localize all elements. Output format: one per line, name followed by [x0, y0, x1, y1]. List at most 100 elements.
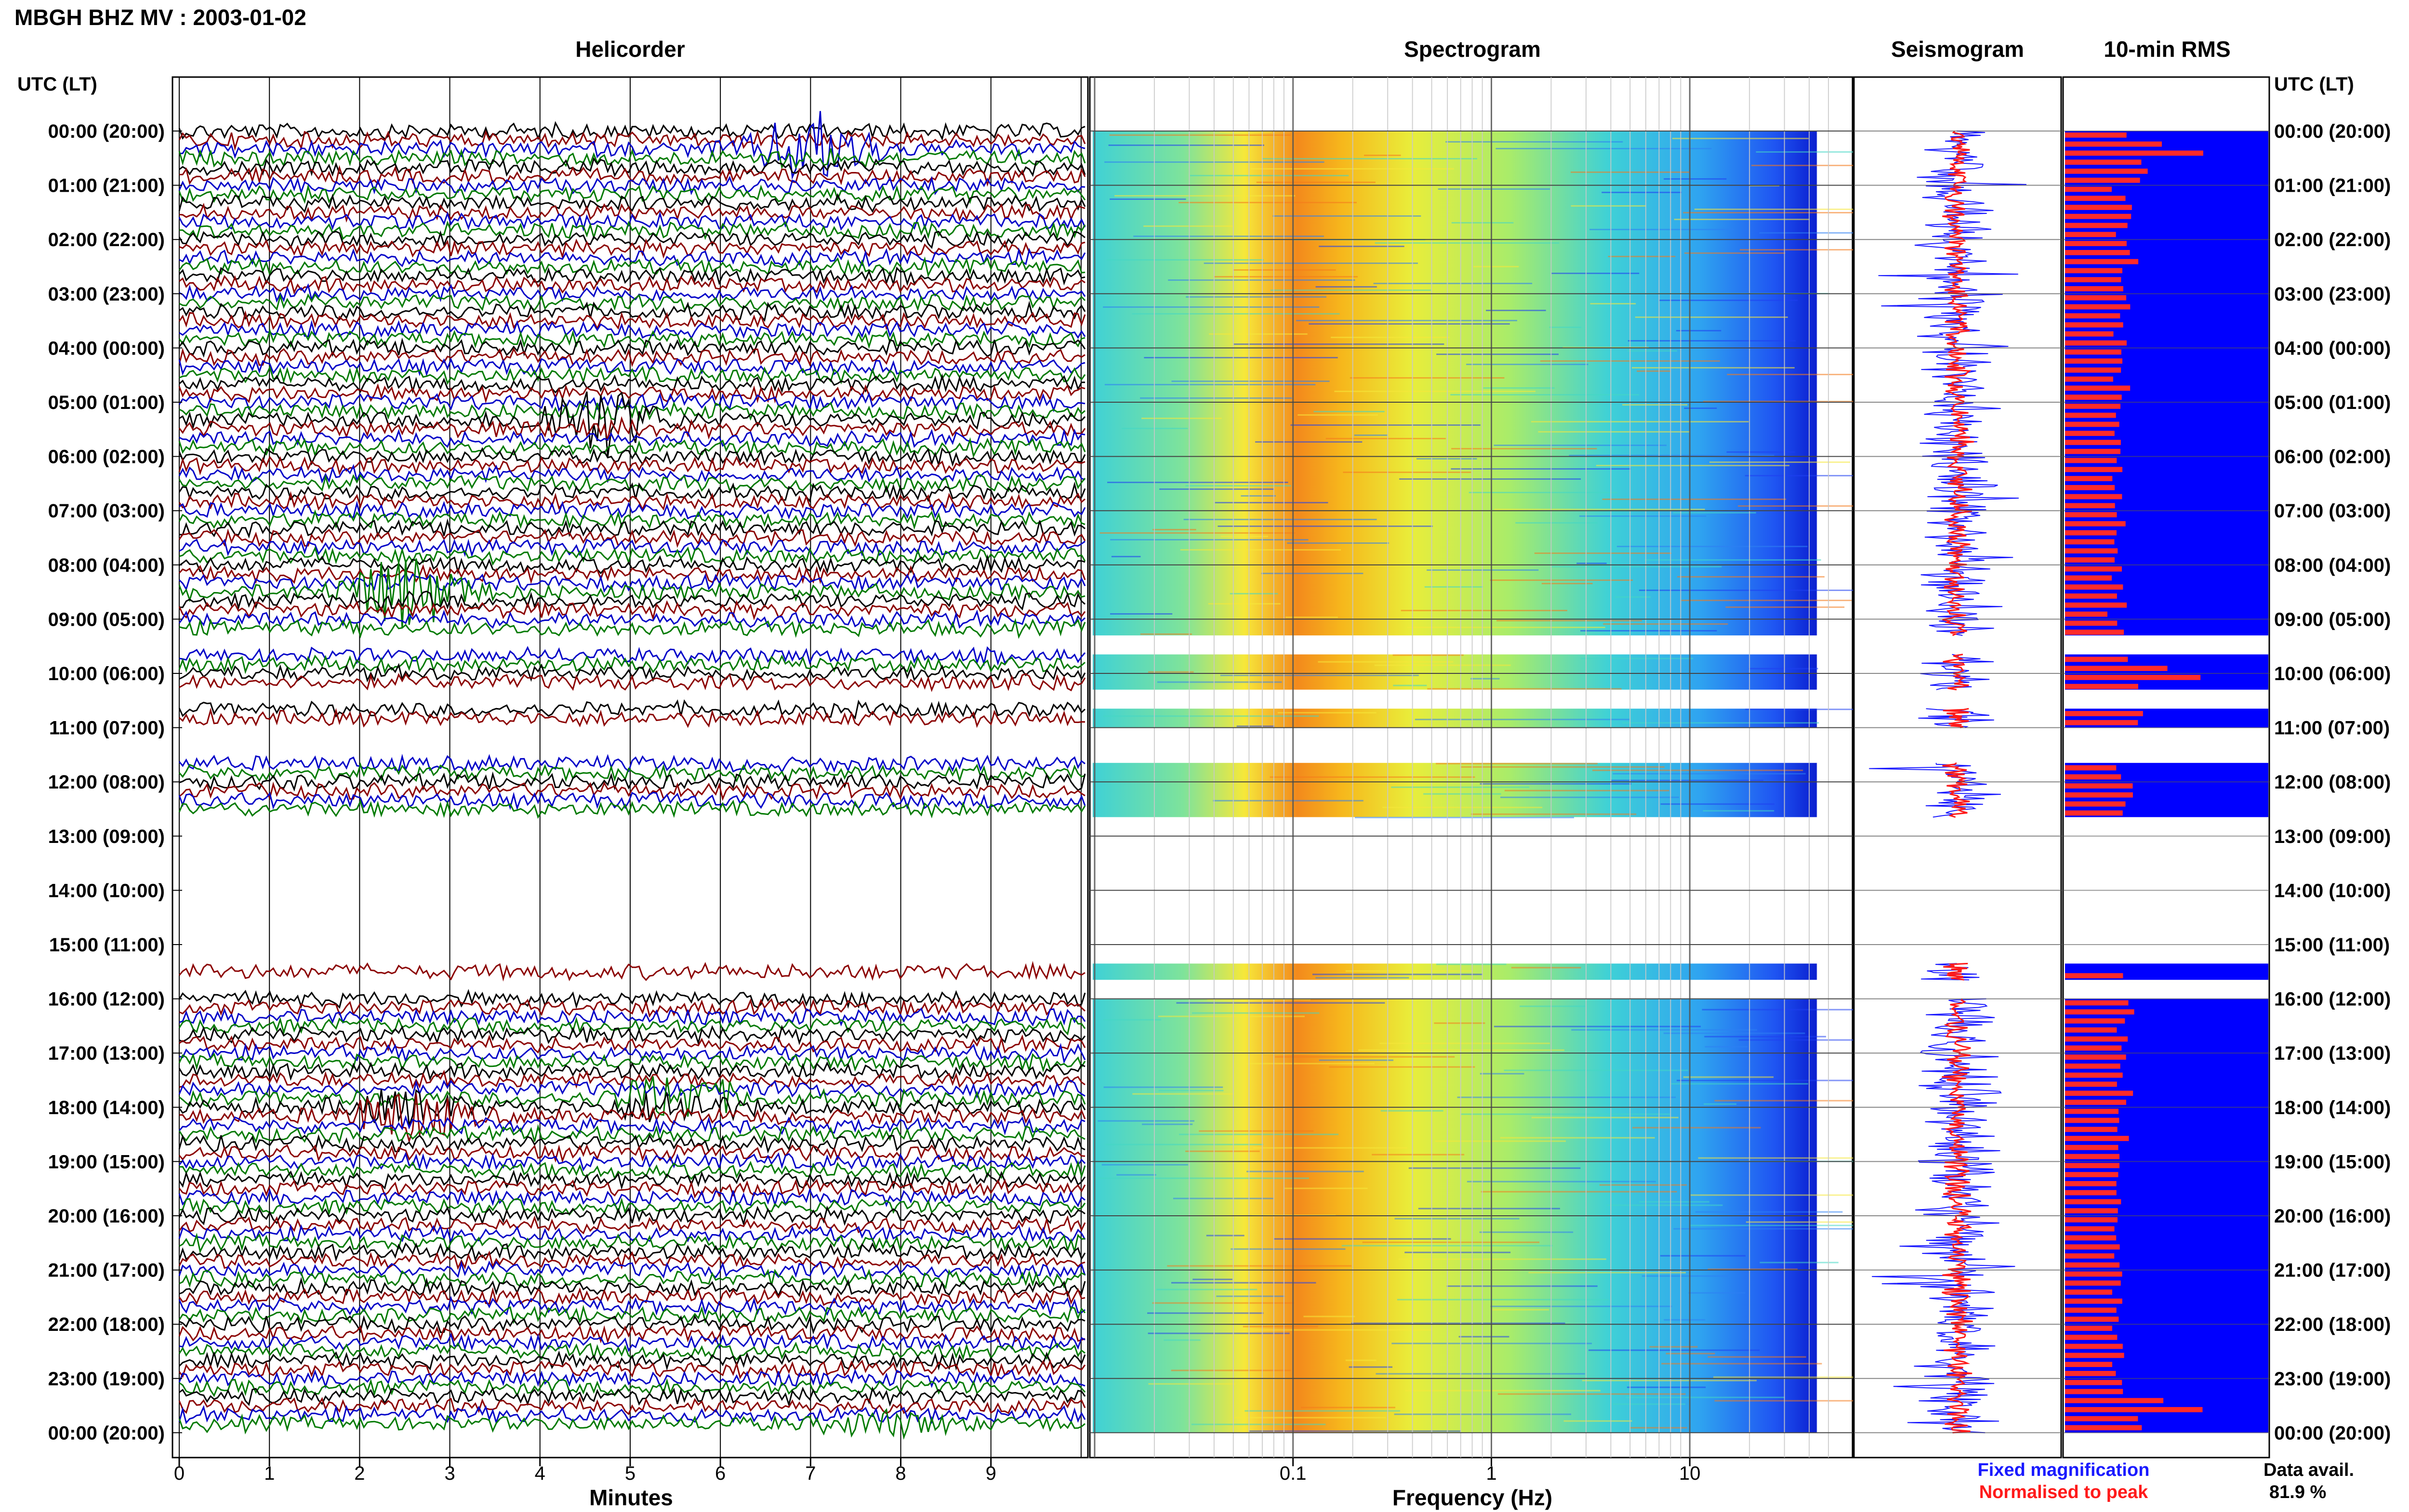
- helicorder-trace: [178, 1350, 1086, 1371]
- spectrogram-streak: [1660, 803, 1775, 805]
- helicorder-trace: [178, 464, 1085, 484]
- helicorder-trace: [178, 1260, 1086, 1280]
- hour-label-right: 15:00 (11:00): [2274, 934, 2390, 956]
- spectrogram-streak: [1233, 343, 1444, 345]
- spectrogram-streak: [1262, 158, 1478, 159]
- rms-bar: [2065, 1127, 2118, 1132]
- spectrogram-streak: [1167, 1265, 1352, 1267]
- spectrogram-streak: [1581, 657, 1694, 659]
- spectrogram-streak: [1192, 1278, 1232, 1280]
- hour-label-right: 00:00 (20:00): [2274, 121, 2391, 142]
- spectrogram-streak: [1354, 434, 1388, 436]
- rms-bar: [2065, 1235, 2117, 1241]
- spectrogram-streak: [1576, 563, 1607, 564]
- hour-label-right: 06:00 (02:00): [2274, 447, 2391, 468]
- spectrogram-streak: [1592, 769, 1803, 771]
- spectrogram-streak: [1549, 327, 1582, 328]
- rms-title: 10-min RMS: [2104, 37, 2230, 62]
- hour-label-left: 00:00 (20:00): [48, 121, 165, 142]
- helicorder-trace: [178, 528, 1086, 548]
- spectrogram-streak: [1171, 1369, 1291, 1371]
- seismogram-normalised-trace: [1943, 708, 1969, 729]
- rms-bar: [2065, 331, 2114, 337]
- spectrogram-streak: [1690, 1224, 1886, 1226]
- spectrogram-streak: [1374, 664, 1511, 666]
- spectrogram-streak: [1602, 499, 1787, 500]
- seismogram-normalised-trace: [1942, 130, 1974, 636]
- helicorder-trace: [179, 428, 1085, 448]
- spectrogram-streak: [1277, 712, 1377, 714]
- helicorder-trace: [179, 1093, 1086, 1144]
- rms-bar: [2065, 421, 2119, 427]
- minute-tick-label: 3: [444, 1463, 455, 1484]
- helicorder-trace: [178, 799, 1086, 819]
- rms-bar: [2065, 412, 2116, 418]
- rms-bar: [2065, 1108, 2119, 1114]
- hour-label-left: 17:00 (13:00): [48, 1043, 165, 1064]
- rms-bar: [2065, 1172, 2118, 1177]
- helicorder-trace: [178, 1061, 1085, 1081]
- helicorder-trace: [178, 1325, 1085, 1344]
- spectrogram-streak: [1677, 576, 1825, 578]
- rms-bar: [2065, 458, 2117, 463]
- rms-bar: [2065, 602, 2127, 608]
- spectrogram-streak: [1213, 800, 1363, 802]
- hour-label-right: 04:00 (00:00): [2274, 338, 2391, 359]
- helicorder-trace: [178, 609, 1086, 629]
- spectrogram-streak: [1602, 192, 1682, 193]
- spectrogram-streak: [1751, 165, 1920, 166]
- minute-tick-label: 2: [354, 1463, 365, 1484]
- spectrogram-streak: [1745, 709, 1930, 710]
- spectrogram-streak: [1628, 340, 1796, 342]
- spectrogram-streak: [1632, 1127, 1761, 1129]
- spectrogram-streak: [1748, 668, 1818, 670]
- spectrogram-streak: [1148, 671, 1194, 673]
- rms-bar: [2065, 313, 2120, 319]
- rms-bar: [2065, 1416, 2138, 1421]
- rms-bar: [2065, 141, 2162, 147]
- spectrogram-streak: [1108, 145, 1264, 146]
- spectrogram-streak: [1470, 678, 1500, 680]
- helicorder-trace: [178, 456, 1085, 475]
- spectrogram-streak: [1740, 249, 1943, 250]
- helicorder-trace: [179, 238, 1085, 260]
- hour-label-left: 01:00 (21:00): [48, 175, 165, 197]
- spectrogram-streak: [1694, 209, 1860, 210]
- spectrogram-streak: [1104, 384, 1316, 385]
- rms-bar: [2065, 404, 2121, 409]
- seismogram-normalised-trace: [1943, 654, 1969, 691]
- spectrogram-streak: [1303, 1315, 1355, 1317]
- spectrogram-streak: [1726, 451, 1795, 453]
- spectrogram-streak: [1379, 1042, 1550, 1044]
- spectrogram-streak: [1494, 1026, 1701, 1027]
- hour-label-left: 05:00 (01:00): [48, 392, 165, 413]
- spectrogram-streak: [1220, 674, 1419, 676]
- spectrogram-streak: [1626, 1396, 1785, 1398]
- spectrogram-streak: [1738, 505, 1880, 507]
- helicorder-trace: [178, 130, 1086, 151]
- legend-fixed: Fixed magnification: [1978, 1460, 2150, 1480]
- helicorder-trace: [178, 184, 1086, 204]
- spectrogram-streak: [1674, 219, 1810, 220]
- rms-bar: [2065, 177, 2140, 183]
- rms-bar: [2065, 286, 2123, 291]
- spectrogram-streak: [1589, 229, 1734, 230]
- frequency-tick-label: 0.1: [1280, 1463, 1307, 1484]
- helicorder-trace: [178, 960, 1085, 982]
- helicorder-trace: [179, 1315, 1085, 1335]
- spectrogram-streak: [1148, 1332, 1290, 1334]
- helicorder-trace: [178, 1124, 1085, 1144]
- x-axes: 0 1 2 3 4 5 6 7 8 9 0.1 1 10: [174, 1458, 1700, 1484]
- minute-tick-label: 4: [535, 1463, 545, 1484]
- data-availability-value: 81.9 %: [2269, 1482, 2326, 1502]
- rms-bar: [2065, 1280, 2121, 1286]
- helicorder-trace: [178, 762, 1085, 783]
- rms-panel: [2062, 76, 2270, 1459]
- spectrogram-streak: [1745, 475, 1868, 476]
- spectrogram-streak: [1110, 198, 1186, 200]
- spectrogram-streak: [1683, 212, 1888, 213]
- spectrogram-streak: [1215, 502, 1328, 503]
- spectrogram-streak: [1760, 1262, 1839, 1263]
- spectrogram-streak: [1461, 1113, 1671, 1115]
- rms-bar: [2065, 521, 2126, 526]
